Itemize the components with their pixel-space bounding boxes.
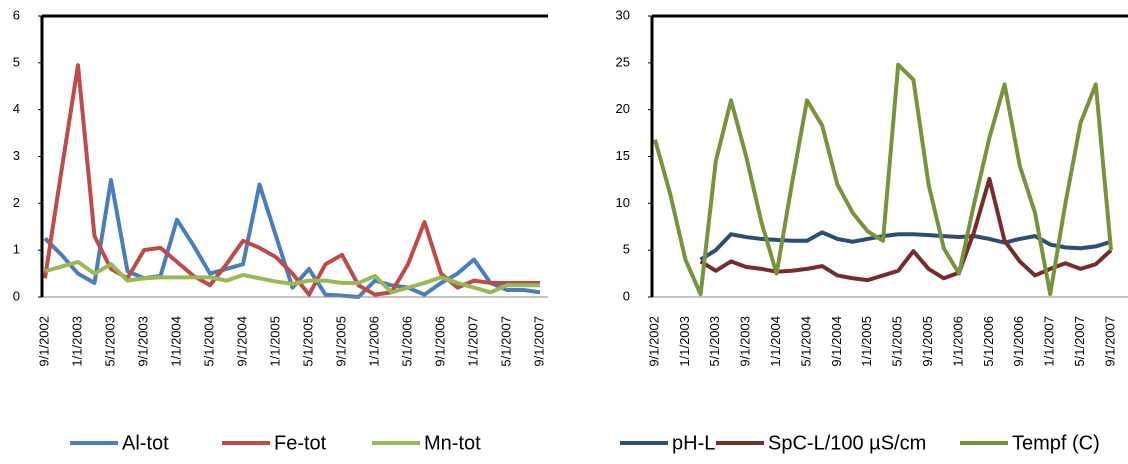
series-line (44, 259, 540, 295)
y-tick-label: 0 (13, 288, 20, 303)
y-tick-label: 20 (616, 101, 630, 116)
x-tick-label: 1/1/2003 (677, 316, 692, 367)
x-tick-label: 1/1/2007 (465, 316, 480, 367)
y-tick-label: 5 (623, 242, 630, 257)
series-line (43, 63, 540, 297)
x-tick-label: 9/1/2007 (531, 316, 546, 367)
x-tick-label: 5/1/2003 (102, 316, 117, 367)
series-line (699, 176, 1113, 283)
series-line (43, 177, 541, 299)
x-tick-label: 9/1/2004 (234, 316, 249, 367)
y-tick-label: 2 (13, 195, 20, 210)
x-tick-label: 1/1/2004 (768, 316, 783, 367)
x-tick-label: 9/1/2005 (920, 316, 935, 367)
x-tick-label: 9/1/2003 (135, 316, 150, 367)
legend-label: Mn-tot (424, 432, 481, 454)
y-tick-label: 6 (13, 7, 20, 22)
y-tick-label: 25 (616, 54, 630, 69)
legend-label: Al-tot (122, 432, 169, 454)
y-tick-label: 30 (616, 7, 630, 22)
x-tick-label: 5/1/2006 (981, 316, 996, 367)
y-tick-label: 3 (13, 148, 20, 163)
series-line (699, 230, 1112, 262)
y-tick-label: 15 (616, 148, 630, 163)
legend-label: SpC-L/100 µS/cm (768, 432, 926, 454)
x-tick-label: 9/1/2007 (1102, 316, 1117, 367)
x-tick-label: 5/1/2004 (798, 316, 813, 367)
x-tick-label: 5/1/2003 (707, 316, 722, 367)
x-tick-label: 5/1/2007 (1072, 316, 1087, 367)
x-tick-label: 9/1/2006 (432, 316, 447, 367)
x-tick-label: 9/1/2004 (829, 316, 844, 367)
y-tick-label: 5 (13, 54, 20, 69)
legend-label: Fe-tot (274, 432, 327, 454)
x-tick-label: 9/1/2005 (333, 316, 348, 367)
x-tick-label: 5/1/2005 (300, 316, 315, 367)
y-tick-label: 0 (623, 288, 630, 303)
x-tick-label: 5/1/2006 (399, 316, 414, 367)
x-tick-label: 5/1/2007 (498, 316, 513, 367)
x-tick-label: 1/1/2004 (168, 316, 183, 367)
legend-label: Tempf (C) (1012, 432, 1100, 454)
y-tick-label: 1 (13, 242, 20, 257)
x-tick-label: 5/1/2004 (201, 316, 216, 367)
x-tick-label: 1/1/2006 (950, 316, 965, 367)
x-tick-label: 1/1/2007 (1042, 316, 1057, 367)
legend-label: pH-L (672, 432, 715, 454)
x-tick-label: 1/1/2005 (267, 316, 282, 367)
x-tick-label: 9/1/2003 (738, 316, 753, 367)
y-tick-label: 4 (13, 101, 20, 116)
x-tick-label: 9/1/2002 (646, 316, 661, 367)
x-tick-label: 1/1/2003 (69, 316, 84, 367)
series-line (653, 62, 1113, 297)
x-tick-label: 1/1/2005 (859, 316, 874, 367)
x-tick-label: 9/1/2002 (36, 316, 51, 367)
x-tick-label: 9/1/2006 (1011, 316, 1026, 367)
y-tick-label: 10 (616, 195, 630, 210)
x-tick-label: 1/1/2006 (366, 316, 381, 367)
x-tick-label: 5/1/2005 (890, 316, 905, 367)
